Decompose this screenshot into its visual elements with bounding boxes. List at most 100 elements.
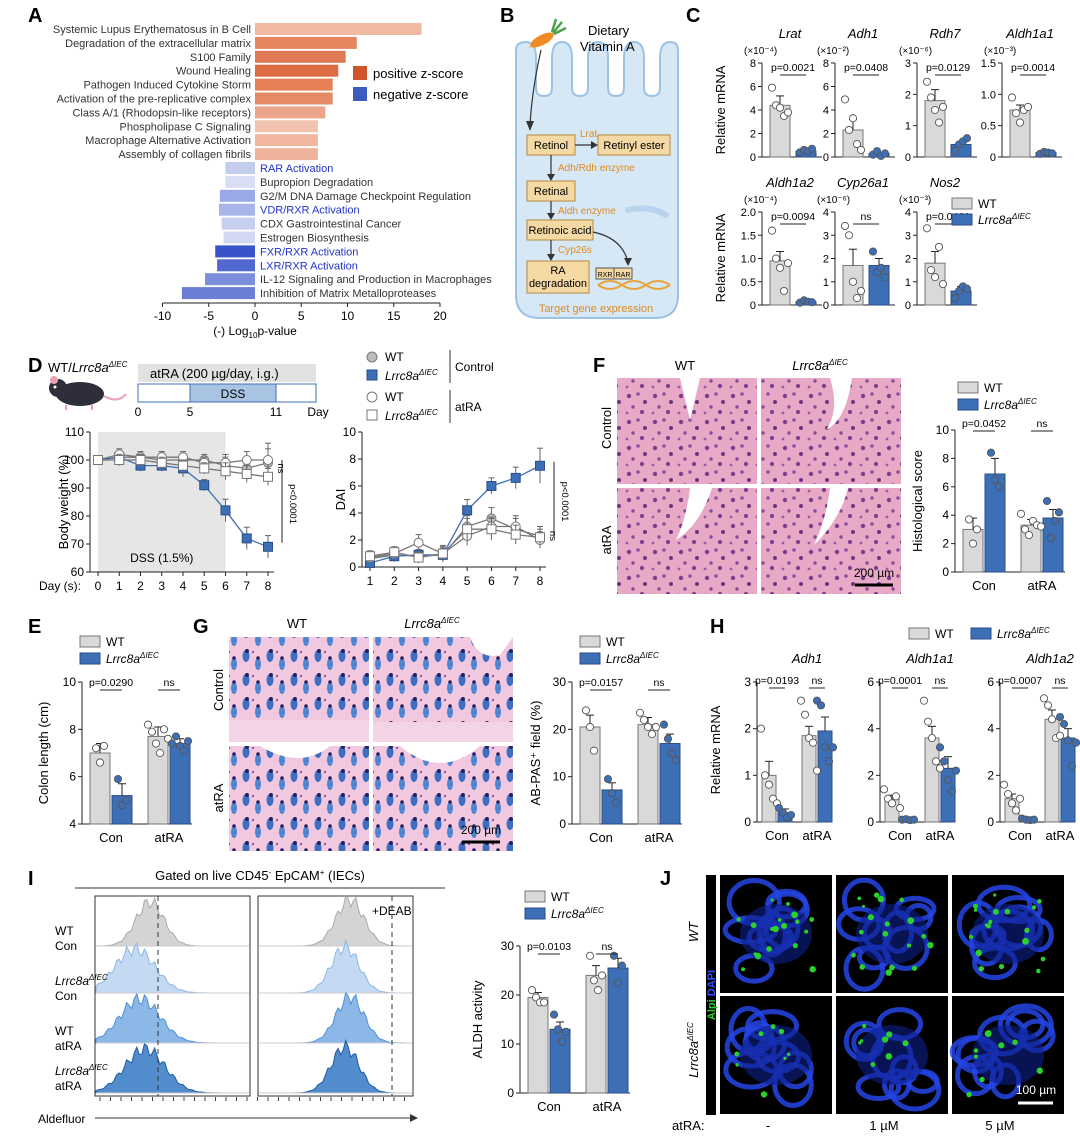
f-scale-label: 200 µm (854, 566, 894, 580)
i-sig-0-label: p=0.0103 (527, 941, 571, 953)
h-aldh1a2-y-tick-label: 6 (987, 675, 994, 689)
h-aldh1a2-group-label: atRA (1046, 828, 1075, 843)
h-aldh1a2-ko-point (1067, 761, 1077, 771)
c-lrat-y-tick-label: 0 (750, 152, 756, 164)
a-x-tick-label: 10 (341, 309, 355, 323)
c-aldh1a1-y-tick-label: 1.5 (981, 58, 996, 70)
mouse-icon (49, 376, 127, 410)
c-lrat-wt-point (767, 83, 777, 92)
d-dai-y-tick-label: 8 (349, 452, 356, 466)
pathway-bar (255, 36, 357, 49)
panel-f-images: WT Lrrc8aΔIEC Control atRA 200 µm (599, 358, 901, 594)
alpi-signal (786, 901, 790, 906)
retinal-label: Retinal (534, 186, 568, 198)
i-ko-point (613, 978, 623, 987)
c-cyp26a1-title: Cyp26a1 (837, 175, 889, 190)
pathway-label: LXR/RXR Activation (260, 260, 358, 272)
d-dai-x-tick-label: 8 (537, 574, 544, 588)
c-rdh7-y-tick-label: 3 (905, 58, 911, 70)
alpi-signal (973, 1048, 979, 1053)
f-legend-wt: WT (984, 381, 1003, 395)
target-gene-label: Target gene expression (539, 303, 653, 315)
cyp26s-label: Cyp26s (558, 245, 592, 256)
h-aldh1a2-ko-point (1055, 712, 1065, 722)
c-nos2-wt-point (930, 273, 940, 282)
alpi-signal (975, 949, 982, 957)
i-row1-b: Con (55, 939, 77, 953)
d-bw-x-tick-label: 8 (265, 579, 272, 593)
h-aldh1a1-wt-point (931, 757, 941, 766)
pathway-bar (218, 203, 255, 216)
h-aldh1a2-wt-point (1039, 694, 1049, 703)
panel-e-chart: WT Lrrc8aΔIEC 4 6 8 10 p=0.0290 Con ns atRA Colon … (36, 635, 193, 845)
h-aldh1a2-group-label: Con (1008, 828, 1032, 843)
i-legend-wt-swatch (524, 890, 546, 903)
c-aldh1a2-scale: (×10⁻⁴) (744, 195, 777, 206)
pathway-label: RAR Activation (260, 163, 333, 175)
f-y-tick-label: 6 (942, 480, 949, 494)
pathway-bar (225, 162, 255, 174)
h-adh1-ko-point (824, 757, 834, 766)
d-bw-point (199, 463, 210, 474)
c-rdh7-ko-point (962, 134, 972, 143)
a-x-tick-label: 0 (252, 309, 259, 323)
h-adh1-sig-1-label: ns (811, 675, 822, 687)
alpi-signal (911, 965, 918, 971)
d-dai-y-tick-label: 10 (343, 425, 357, 439)
d-bw-x-tick-label: 5 (201, 579, 208, 593)
d-dai-point (486, 524, 497, 535)
g-wt-point (647, 730, 657, 739)
pathway-bar (255, 120, 318, 133)
d-dai-ns-label: ns (547, 531, 558, 541)
alpi-signal (906, 943, 912, 948)
d-dai-point (365, 551, 375, 562)
organoid-body (740, 1025, 812, 1085)
f-wt-point (968, 539, 978, 548)
d-dai-x-tick-label: 4 (440, 574, 447, 588)
d-dai-ylabel: DAI (333, 489, 348, 511)
legend-negative-label: negative z-score (373, 87, 468, 102)
alpi-signal (859, 964, 866, 970)
alpi-signal (984, 923, 988, 927)
c-aldh1a2-ko-point (807, 298, 817, 307)
retinoic-acid-label: Retinoic acid (529, 225, 592, 237)
c-rdh7-ko-point (950, 146, 960, 155)
g-sig-0-label: p=0.0157 (579, 677, 623, 689)
i-ko-point (617, 961, 627, 970)
alpi-signal (783, 1056, 787, 1060)
g-row-atra: atRA (211, 783, 226, 812)
c-aldh1a1-y-tick-label: 1.0 (981, 89, 996, 101)
f-row-control: Control (599, 407, 614, 449)
pathway-bar (215, 245, 255, 258)
e-legend-wt: WT (106, 635, 125, 649)
j-row-wt: WT (686, 921, 701, 942)
c-rdh7-y-tick-label: 0 (905, 152, 911, 164)
h-adh1-ko-point (786, 810, 796, 820)
g-ko-point (659, 720, 669, 729)
c-cyp26a1-wt-point (856, 286, 866, 296)
alpi-signal (786, 1052, 791, 1056)
g-y-tick-label: 0 (559, 817, 566, 831)
c-lrat-title: Lrat (779, 26, 803, 41)
g-ylabel: AB-PAS⁺ field (%) (528, 701, 543, 806)
h-ylabel: Relative mRNA (708, 705, 723, 794)
c-legend-ko: Lrrc8aΔIEC (978, 212, 1031, 227)
h-aldh1a1-sig-0-label: p=0.0001 (878, 675, 922, 687)
pathway-bar (255, 134, 318, 147)
retinol-label: Retinol (534, 140, 568, 152)
d-dai-point (437, 548, 448, 559)
f-row-atra: atRA (599, 525, 614, 554)
histogram-right (259, 1038, 412, 1094)
c-lrat-scale: (×10⁻⁴) (744, 46, 777, 57)
c-aldh1a2-sig-label: p=0.0094 (771, 211, 815, 223)
alpi-signal (984, 1030, 992, 1037)
c-rdh7-wt-point (938, 102, 948, 111)
pathway-label: Degradation of the extracellular matrix (65, 38, 251, 50)
organoid-body (856, 904, 928, 964)
d-bw-x-tick-label: 0 (95, 579, 102, 593)
c-nos2-y-tick-label: 2 (905, 254, 911, 266)
d-bw-point (93, 455, 103, 465)
alpi-signal (886, 1031, 893, 1038)
histogram-left (95, 1043, 249, 1094)
